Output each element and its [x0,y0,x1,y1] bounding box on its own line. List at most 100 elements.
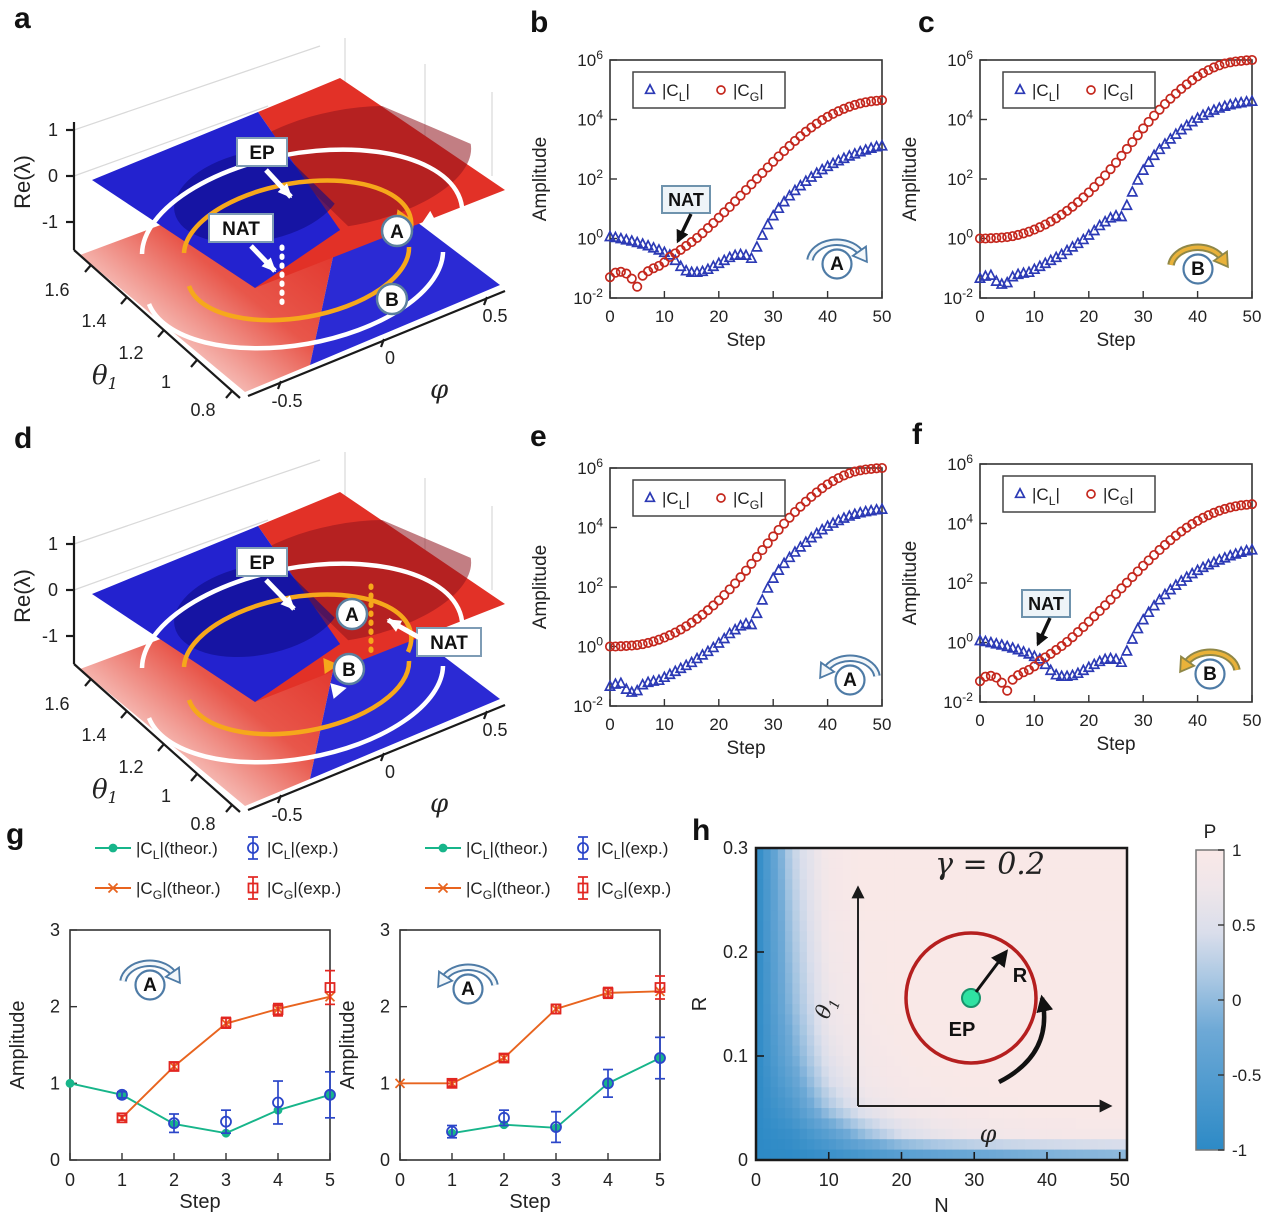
svg-text:0: 0 [738,1150,748,1170]
svg-text:106: 106 [577,456,603,478]
svg-text:|CL|: |CL| [1032,485,1060,508]
svg-text:40: 40 [818,715,837,734]
svg-text:1: 1 [447,1170,457,1190]
svg-text:-0.5: -0.5 [271,391,302,411]
svg-text:3: 3 [551,1170,561,1190]
svg-text:4: 4 [603,1170,613,1190]
svg-text:Amplitude: Amplitude [337,1001,359,1090]
panel-f-letter: f [912,418,922,451]
svg-text:20: 20 [709,307,728,326]
svg-text:0: 0 [65,1170,75,1190]
svg-text:-1: -1 [1232,1141,1247,1160]
svg-text:Amplitude: Amplitude [900,137,921,222]
svg-text:0: 0 [605,307,614,326]
point-b-label: B [342,660,356,681]
phi-axis-label: φ [430,375,449,405]
svg-text:0.2: 0.2 [723,942,748,962]
tick-labels: 1 0 -1 1.6 1.4 1.2 1 0.8 -0.5 0 0.5 [42,120,508,420]
svg-text:R: R [1013,965,1028,987]
nat-label: NAT [430,633,468,654]
svg-text:100: 100 [947,227,973,249]
panel-b-letter: b [530,6,549,39]
theta-axis-label: θ1 [92,361,118,393]
svg-text:1: 1 [117,1170,127,1190]
svg-text:10-2: 10-2 [943,286,973,308]
svg-text:20: 20 [891,1170,911,1190]
svg-text:-0.5: -0.5 [1232,1066,1261,1085]
svg-text:1.2: 1.2 [118,343,143,363]
ep-label: EP [249,553,275,574]
svg-text:|CG|: |CG| [733,81,764,104]
axes-3d [66,122,506,399]
svg-text:0: 0 [380,1150,390,1170]
svg-text:A: A [461,979,475,1000]
point-b-marker [332,652,366,686]
svg-text:5: 5 [655,1170,665,1190]
svg-text:102: 102 [577,167,603,189]
svg-text:1: 1 [1232,841,1241,860]
svg-text:100: 100 [947,631,973,653]
svg-text:106: 106 [947,48,973,70]
panel-h-letter: h [692,814,711,847]
svg-text:|CL|: |CL| [662,489,690,512]
svg-text:3: 3 [380,920,390,940]
svg-text:Amplitude: Amplitude [530,137,551,222]
svg-text:50: 50 [1243,711,1262,730]
panel-c: c 0 10 20 30 40 50 10-2 100 102 104 106 Step Amplitu… [890,0,1268,400]
svg-text:Amplitude: Amplitude [530,545,551,630]
svg-text:2: 2 [380,997,390,1017]
panel-e: e 0 10 20 30 40 50 10-2 100 102 104 106 Step Amplitu… [520,408,900,808]
svg-text:-1: -1 [42,626,58,646]
upper-sheet-blue-dark [174,562,342,658]
svg-text:2: 2 [50,997,60,1017]
svg-text:30: 30 [964,1170,984,1190]
panel-c-letter: c [918,6,935,39]
point-a-marker [380,214,414,248]
ep-arrow [264,578,296,611]
svg-text:A: A [143,975,157,996]
svg-text:R: R [689,997,711,1011]
svg-text:0.5: 0.5 [482,306,507,326]
ep-label-box [236,137,288,167]
svg-text:1: 1 [380,1073,390,1093]
svg-text:10: 10 [1025,307,1044,326]
surface-plot-d: 1 0 -1 1.6 1.4 1.2 1 0.8 -0.5 0 0.5 Re(λ… [10,452,508,834]
svg-text:10: 10 [1025,711,1044,730]
svg-text:|CG|: |CG| [1103,485,1134,508]
svg-text:Amplitude: Amplitude [7,1001,29,1090]
white-loop-lower [146,251,446,351]
svg-text:50: 50 [873,715,892,734]
panel-a-letter: a [14,2,31,35]
chart-f: 0 10 20 30 40 50 10-2 100 102 104 106 Step Amplitude… [900,452,1262,755]
svg-text:106: 106 [947,452,973,474]
white-loop-lower [146,665,446,765]
nat-arrow [386,617,422,641]
svg-text:0: 0 [1232,991,1241,1010]
svg-text:|CL|: |CL| [1032,81,1060,104]
svg-text:|CG|(theor.): |CG|(theor.) [136,879,221,902]
svg-text:0: 0 [48,580,58,600]
nat-label-box [208,213,274,243]
svg-text:0.1: 0.1 [723,1046,748,1066]
svg-text:10-2: 10-2 [573,694,603,716]
svg-text:N: N [934,1195,948,1217]
svg-text:Step: Step [509,1191,550,1213]
svg-text:3: 3 [50,920,60,940]
svg-text:102: 102 [947,571,973,593]
svg-text:104: 104 [577,516,603,538]
ep-arrow [264,168,293,199]
svg-text:106: 106 [577,48,603,70]
svg-text:30: 30 [764,307,783,326]
nat-label-box [416,627,482,657]
svg-text:1.6: 1.6 [44,694,69,714]
svg-text:A: A [830,254,844,275]
panel-b: b 0 10 20 30 40 50 10-2 100 102 104 106 Step Amplitu… [520,0,900,400]
svg-text:|CL|(theor.): |CL|(theor.) [466,839,548,862]
svg-text:1: 1 [161,786,171,806]
theta-axis-label: θ1 [92,775,118,807]
svg-text:A: A [843,670,857,691]
svg-text:40: 40 [1037,1170,1057,1190]
white-loop-upper [139,147,465,255]
svg-text:50: 50 [873,307,892,326]
orange-loop-upper [181,178,414,254]
